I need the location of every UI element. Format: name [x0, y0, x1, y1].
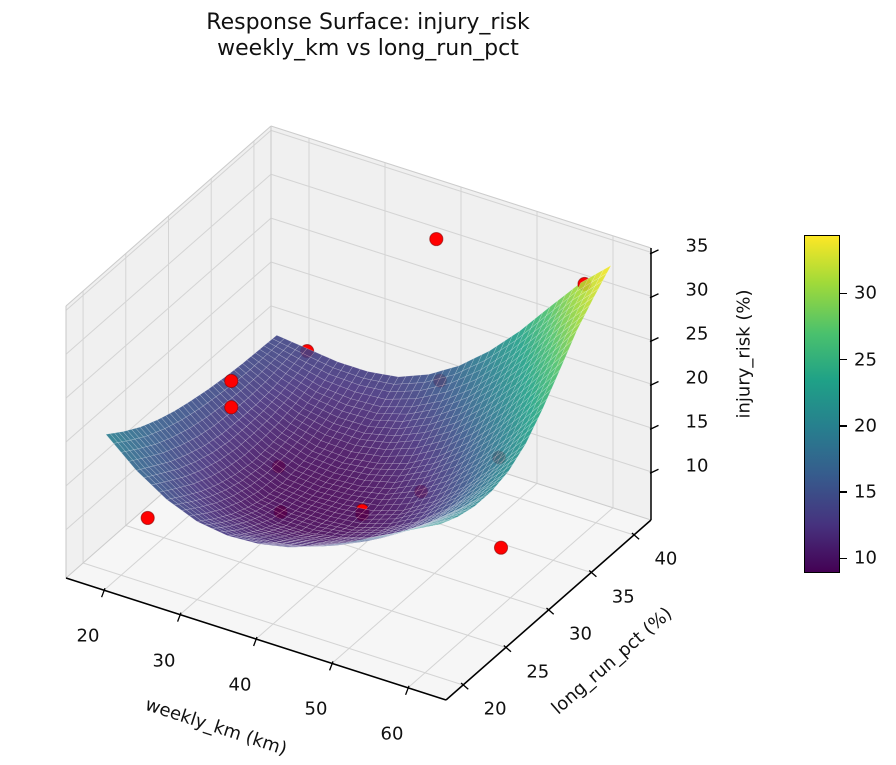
colorbar-tick-label: 30 — [854, 282, 877, 304]
z-tick-label: 35 — [685, 235, 709, 257]
y-tick-label: 25 — [526, 661, 550, 682]
z-tick-label: 20 — [685, 367, 709, 389]
y-tick-label: 35 — [611, 586, 635, 607]
colorbar-tick-mark — [840, 491, 847, 493]
z-tick-label: 10 — [685, 455, 709, 477]
colorbar-tick-label: 10 — [854, 547, 877, 569]
z-tick-label: 30 — [685, 279, 709, 301]
chart-title-line2: weekly_km vs long_run_pct — [217, 36, 519, 61]
colorbar-tick-mark — [840, 292, 847, 295]
x-tick-label: 30 — [152, 650, 176, 672]
colorbar-tick-mark — [840, 425, 847, 427]
colorbar-tick-mark — [840, 557, 847, 560]
y-tick-label: 20 — [483, 698, 507, 720]
colorbar-tick-label: 15 — [854, 481, 877, 503]
colorbar-tick-label: 25 — [854, 349, 877, 371]
x-tick-label: 20 — [76, 625, 100, 647]
x-tick-label: 50 — [304, 698, 328, 720]
colorbar — [804, 235, 840, 573]
z-tick-label: 15 — [685, 411, 709, 433]
z-axis-label: injury_risk (%) — [733, 289, 755, 419]
colorbar-tick-label: 20 — [854, 415, 877, 437]
x-tick-label: 40 — [228, 674, 252, 696]
chart-title-line1: Response Surface: injury_risk — [206, 10, 530, 35]
z-tick-label: 25 — [685, 323, 709, 345]
y-tick-label: 40 — [654, 548, 678, 570]
y-tick-label: 30 — [569, 623, 592, 645]
x-tick-label: 60 — [380, 723, 404, 745]
colorbar-tick-mark — [840, 358, 847, 361]
